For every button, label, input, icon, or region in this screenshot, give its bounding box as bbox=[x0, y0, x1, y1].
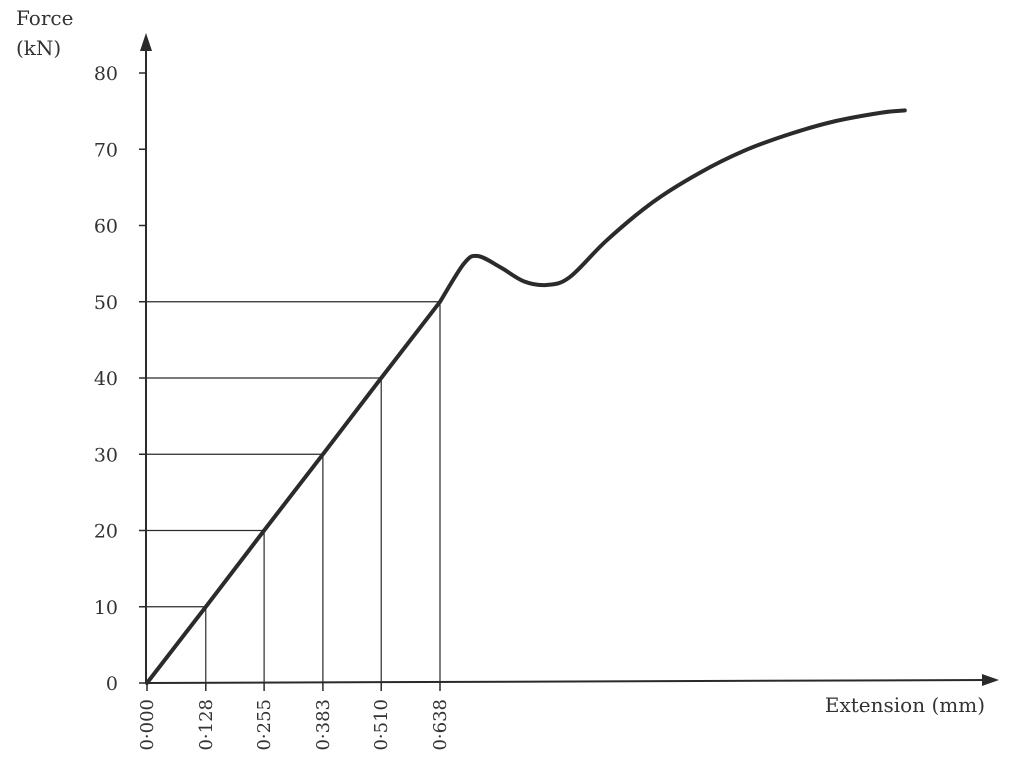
y-tick-label-80: 80 bbox=[94, 63, 118, 85]
series-line-0 bbox=[145, 108, 907, 685]
x-tick-label-1: 0·128 bbox=[196, 699, 217, 751]
x-tick-label-3: 0·383 bbox=[313, 699, 334, 751]
x-axis bbox=[145, 679, 989, 684]
x-tick-label-2: 0·255 bbox=[254, 699, 275, 751]
x-axis-arrowhead bbox=[982, 674, 999, 686]
y-axis-arrowhead bbox=[140, 33, 152, 51]
x-axis-title: Extension (mm) bbox=[825, 693, 985, 717]
y-axis-title-line1: Force bbox=[16, 6, 73, 30]
series-group bbox=[145, 108, 907, 685]
x-ticks: 0·000 0·128 0·255 0·383 0·510 0·638 bbox=[137, 683, 451, 751]
y-tick-label-60: 60 bbox=[94, 216, 118, 238]
y-tick-label-50: 50 bbox=[94, 292, 118, 314]
guide-lines bbox=[147, 301, 441, 683]
y-ticks: 0 10 20 30 40 50 60 70 80 bbox=[94, 63, 146, 695]
x-tick-label-0: 0·000 bbox=[137, 699, 158, 751]
x-tick-label-5: 0·638 bbox=[430, 699, 451, 751]
y-tick-label-10: 10 bbox=[94, 597, 118, 619]
y-tick-label-70: 70 bbox=[94, 139, 118, 161]
y-tick-label-30: 30 bbox=[94, 444, 118, 466]
y-tick-label-20: 20 bbox=[94, 521, 118, 543]
y-axis-title-line2: (kN) bbox=[16, 36, 61, 60]
x-tick-label-4: 0·510 bbox=[371, 699, 392, 751]
y-tick-label-0: 0 bbox=[106, 673, 118, 695]
y-tick-label-40: 40 bbox=[94, 368, 118, 390]
